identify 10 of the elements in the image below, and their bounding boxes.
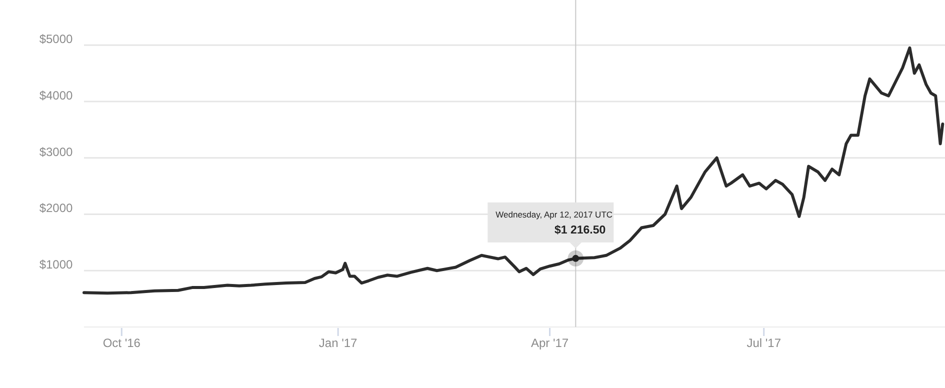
y-tick-label: $3000 <box>39 144 74 159</box>
annotation: Wednesday, Apr 12, 2017 UTC $1 216.50 <box>496 209 613 236</box>
x-tick-label: Jan '17 <box>318 336 358 350</box>
y-tick-label: $1000 <box>39 258 74 272</box>
x-tick-label: Apr '17 <box>530 336 569 350</box>
y-tick-label: $2000 <box>39 201 74 216</box>
x-tick-label: Oct '16 <box>102 336 141 350</box>
x-tick-label: Jul '17 <box>746 336 782 350</box>
y-tick-label: $4000 <box>39 88 74 102</box>
y-tick-label: $5000 <box>39 32 74 46</box>
